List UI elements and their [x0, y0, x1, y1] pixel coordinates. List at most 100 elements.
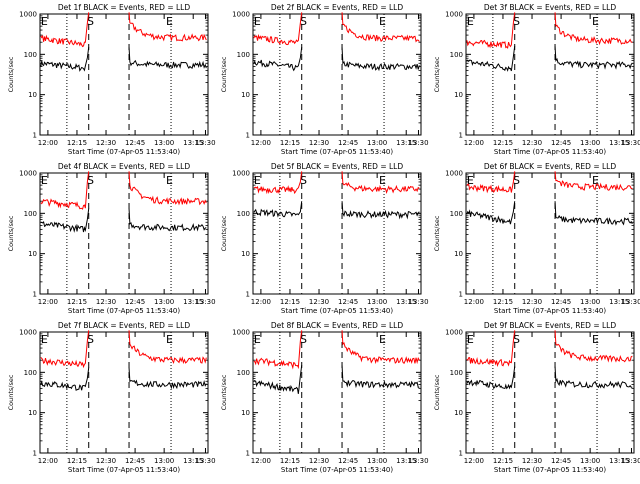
x-tick-label: 12:15: [280, 298, 300, 306]
y-tick-label: 1: [459, 132, 463, 140]
series-line-post: [341, 12, 420, 43]
x-tick-label: 12:45: [125, 457, 145, 465]
panel-8: Det 8f BLACK = Events, RED = LLD Counts/s…: [220, 321, 429, 474]
plot-frame: [465, 172, 635, 295]
y-axis-label: Counts/sec: [7, 56, 15, 92]
y-tick-label: 1000: [232, 329, 250, 337]
x-tick-label: 12:00: [464, 139, 484, 147]
y-axis-label: Counts/sec: [433, 215, 441, 251]
y-tick-label: 10: [28, 409, 37, 417]
series-line-post: [554, 330, 633, 363]
y-tick-label: 1000: [19, 170, 37, 178]
y-tick-label: 1000: [19, 11, 37, 19]
x-tick-label: 12:00: [251, 139, 271, 147]
marker-label: E: [41, 174, 48, 187]
marker-label: E: [254, 174, 261, 187]
y-tick-label: 10: [28, 250, 37, 258]
y-tick-label: 1000: [445, 170, 463, 178]
y-axis-label: Counts/sec: [433, 56, 441, 92]
plot-title: Det 5f BLACK = Events, RED = LLD: [271, 162, 404, 171]
plot-frame: [465, 331, 635, 454]
series-line-pre: [466, 201, 516, 225]
marker-label: S: [513, 15, 520, 28]
y-tick-label: 10: [454, 409, 463, 417]
x-tick-label: 12:30: [96, 457, 116, 465]
plot-title: Det 2f BLACK = Events, RED = LLD: [271, 3, 404, 12]
x-tick-label: 12:15: [493, 457, 513, 465]
marker-label: E: [592, 15, 599, 28]
x-tick-label: 13:00: [154, 298, 174, 306]
y-tick-label: 1000: [445, 11, 463, 19]
x-tick-label: 12:30: [309, 457, 329, 465]
plot-frame: [252, 13, 422, 136]
series-line-post: [554, 171, 633, 191]
x-tick-label: 13:30: [621, 139, 640, 147]
plot-title: Det 4f BLACK = Events, RED = LLD: [58, 162, 191, 171]
x-tick-label: 12:00: [464, 298, 484, 306]
panel-9: Det 9f BLACK = Events, RED = LLD Counts/s…: [433, 321, 640, 474]
y-tick-label: 100: [237, 369, 250, 377]
marker-label: S: [513, 174, 520, 187]
y-tick-label: 1: [459, 291, 463, 299]
y-axis-label: Counts/sec: [220, 56, 228, 92]
plot-title: Det 1f BLACK = Events, RED = LLD: [58, 3, 191, 12]
y-axis-label: Counts/sec: [220, 374, 228, 410]
x-tick-label: 12:30: [522, 139, 542, 147]
series-line-pre: [253, 330, 303, 370]
plot-title: Det 9f BLACK = Events, RED = LLD: [484, 321, 617, 330]
x-tick-label: 13:00: [367, 457, 387, 465]
x-tick-label: 13:30: [408, 139, 428, 147]
panel-2: Det 2f BLACK = Events, RED = LLD Counts/s…: [220, 3, 429, 156]
series-line-post: [341, 171, 420, 194]
marker-label: S: [87, 15, 94, 28]
series-line-post: [554, 201, 633, 226]
x-tick-label: 12:30: [309, 298, 329, 306]
plot-frame: [39, 331, 209, 454]
x-tick-label: 13:30: [195, 298, 215, 306]
x-tick-label: 12:45: [338, 298, 358, 306]
x-tick-label: 13:30: [408, 457, 428, 465]
plot-frame: [252, 172, 422, 295]
x-tick-label: 12:45: [125, 298, 145, 306]
x-tick-label: 12:15: [67, 457, 87, 465]
plot-title: Det 3f BLACK = Events, RED = LLD: [484, 3, 617, 12]
panel-1: Det 1f BLACK = Events, RED = LLD Counts/s…: [7, 3, 216, 156]
x-tick-label: 12:00: [251, 298, 271, 306]
marker-label: E: [166, 174, 173, 187]
x-tick-label: 12:30: [309, 139, 329, 147]
marker-label: S: [513, 333, 520, 346]
x-axis-label: Start Time (07-Apr-05 11:53:40): [494, 466, 606, 474]
x-tick-label: 13:15: [609, 139, 629, 147]
marker-label: S: [300, 333, 307, 346]
plot-frame: [252, 331, 422, 454]
x-tick-label: 13:15: [183, 298, 203, 306]
x-tick-label: 13:15: [609, 457, 629, 465]
marker-label: E: [166, 333, 173, 346]
series-line-pre: [40, 330, 90, 369]
series-line-post: [554, 366, 633, 389]
marker-label: S: [300, 15, 307, 28]
series-line-pre: [466, 330, 516, 367]
marker-label: E: [166, 15, 173, 28]
plot-title: Det 6f BLACK = Events, RED = LLD: [484, 162, 617, 171]
series-line-post: [554, 46, 633, 70]
y-tick-label: 1: [33, 132, 37, 140]
y-tick-label: 100: [24, 210, 37, 218]
x-tick-label: 12:30: [96, 139, 116, 147]
y-tick-label: 1: [33, 450, 37, 458]
y-tick-label: 10: [241, 91, 250, 99]
x-tick-label: 13:00: [154, 457, 174, 465]
series-line-pre: [466, 46, 516, 72]
y-tick-label: 1000: [232, 170, 250, 178]
series-line-pre: [40, 208, 90, 233]
x-tick-label: 12:00: [251, 457, 271, 465]
panel-5: Det 5f BLACK = Events, RED = LLD Counts/s…: [220, 162, 429, 315]
series-line-post: [128, 47, 207, 70]
y-tick-label: 100: [237, 210, 250, 218]
x-tick-label: 12:15: [493, 139, 513, 147]
x-tick-label: 13:00: [580, 139, 600, 147]
x-tick-label: 13:00: [580, 457, 600, 465]
x-tick-label: 13:15: [396, 139, 416, 147]
x-axis-label: Start Time (07-Apr-05 11:53:40): [68, 148, 180, 156]
